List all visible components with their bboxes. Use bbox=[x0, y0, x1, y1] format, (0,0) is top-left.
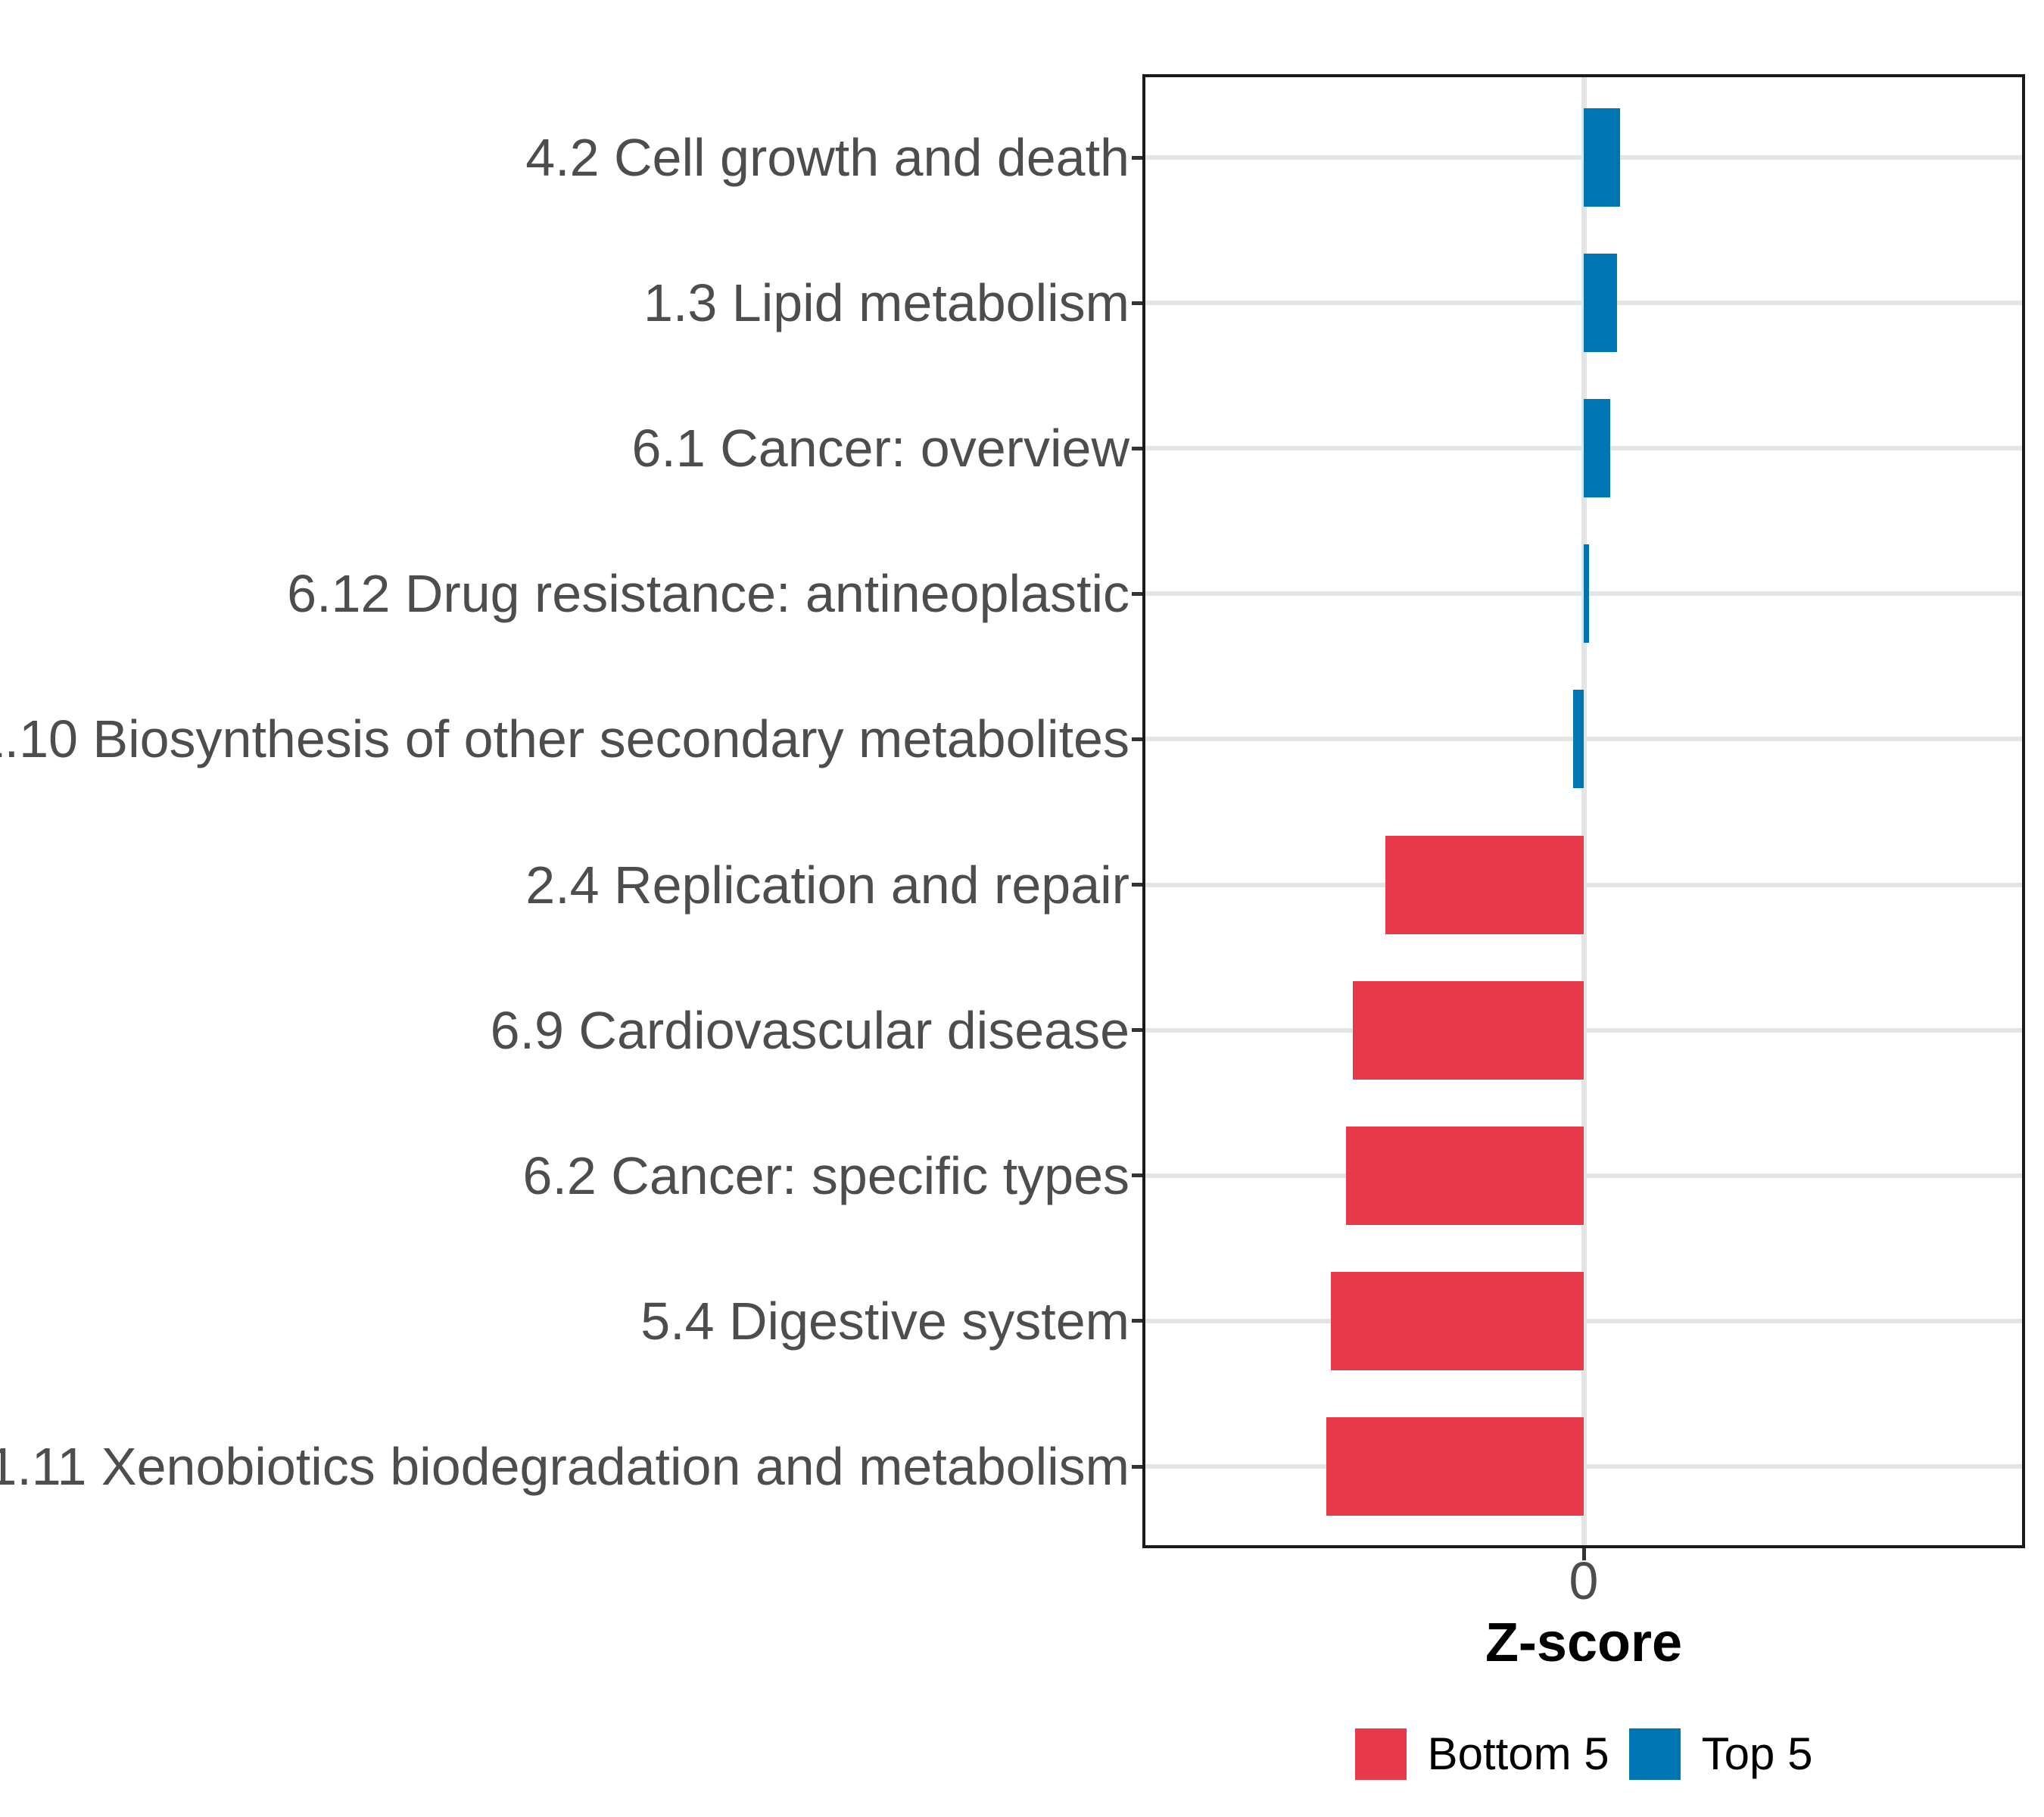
bar-negative bbox=[1572, 690, 1584, 789]
category-label: 1.11 Xenobiotics biodegradation and meta… bbox=[0, 1437, 1129, 1496]
bar-positive bbox=[1584, 254, 1618, 353]
gridline-row bbox=[1145, 737, 2022, 742]
bar-negative bbox=[1326, 1417, 1584, 1516]
y-tick-mark bbox=[1132, 446, 1142, 450]
y-tick-mark bbox=[1132, 301, 1142, 305]
category-label: 4.2 Cell growth and death bbox=[525, 128, 1129, 187]
legend-key-bottom5-swatch bbox=[1354, 1728, 1407, 1780]
legend-label-bottom5: Bottom 5 bbox=[1427, 1728, 1609, 1779]
y-tick-mark bbox=[1132, 883, 1142, 887]
x-axis-zero-tick-label: 0 bbox=[1569, 1551, 1599, 1610]
category-label: 1.3 Lipid metabolism bbox=[643, 273, 1129, 333]
bar-negative bbox=[1346, 1126, 1584, 1225]
y-tick-mark bbox=[1132, 155, 1142, 160]
bar-negative bbox=[1331, 1271, 1584, 1370]
category-label: 6.12 Drug resistance: antineoplastic bbox=[287, 564, 1129, 624]
bar-positive bbox=[1584, 544, 1589, 644]
bar-negative bbox=[1353, 980, 1584, 1080]
gridline-row bbox=[1145, 882, 2022, 887]
bar-negative bbox=[1385, 835, 1584, 934]
category-label: 1.10 Biosynthesis of other secondary met… bbox=[0, 709, 1129, 769]
legend-label-top5: Top 5 bbox=[1701, 1728, 1813, 1779]
gridline-zero bbox=[1581, 77, 1587, 1545]
plot-panel-inner bbox=[1145, 77, 2022, 1545]
bar-positive bbox=[1584, 399, 1610, 498]
y-tick-mark bbox=[1132, 1173, 1142, 1178]
y-tick-mark bbox=[1132, 1464, 1142, 1469]
y-tick-mark bbox=[1132, 737, 1142, 741]
bar-positive bbox=[1584, 108, 1621, 207]
category-label: 6.2 Cancer: specific types bbox=[522, 1145, 1129, 1205]
category-label: 6.9 Cardiovascular disease bbox=[490, 1000, 1129, 1060]
category-label: 6.1 Cancer: overview bbox=[631, 419, 1129, 478]
gridline-row bbox=[1145, 1027, 2022, 1033]
legend: Bottom 5 Top 5 bbox=[1142, 1728, 2025, 1780]
y-tick-mark bbox=[1132, 1028, 1142, 1033]
gridline-row bbox=[1145, 1318, 2022, 1323]
x-axis-zero-tick-mark bbox=[1581, 1548, 1586, 1560]
category-label: 5.4 Digestive system bbox=[640, 1291, 1129, 1351]
y-tick-mark bbox=[1132, 1319, 1142, 1323]
category-label: 2.4 Replication and repair bbox=[525, 855, 1129, 915]
gridline-row bbox=[1145, 1464, 2022, 1469]
plot-panel bbox=[1142, 74, 2025, 1548]
legend-key-top5-swatch bbox=[1628, 1728, 1681, 1780]
gridline-row bbox=[1145, 1173, 2022, 1178]
x-axis-title: Z-score bbox=[1485, 1613, 1683, 1673]
y-tick-mark bbox=[1132, 591, 1142, 596]
